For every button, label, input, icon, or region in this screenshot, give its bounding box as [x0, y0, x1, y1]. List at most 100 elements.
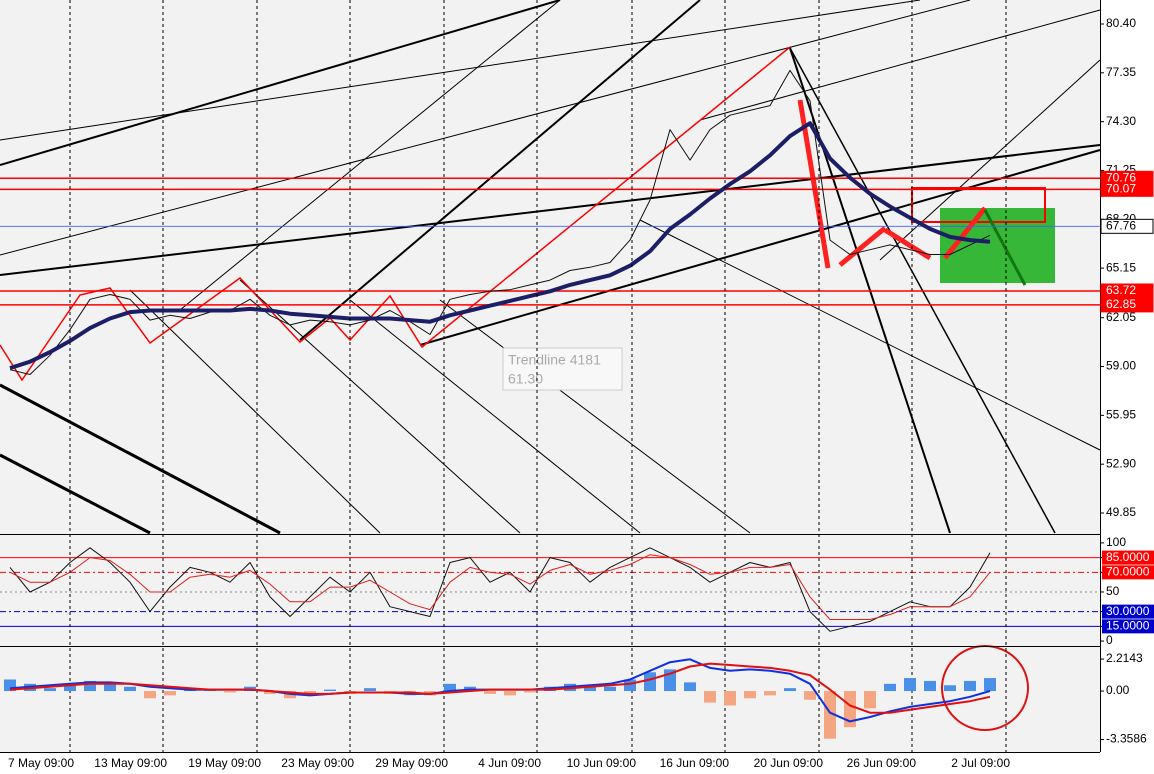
histogram-bar [944, 685, 956, 692]
x-tick-label: 23 May 09:00 [281, 756, 354, 770]
series-line [9, 662, 991, 714]
y-tick-label: 52.90 [1106, 456, 1136, 470]
trendline [349, 299, 641, 534]
x-tick-label: 4 Jun 09:00 [478, 756, 541, 770]
arrow [883, 227, 932, 261]
histogram-bar [644, 672, 656, 692]
y-tick-label: 62.05 [1106, 310, 1136, 324]
histogram-bar [824, 691, 836, 739]
green-box [940, 208, 1055, 283]
histogram-bar [584, 685, 596, 692]
tooltip-value: 61.30 [508, 371, 543, 387]
level-label-box [1102, 550, 1154, 565]
tooltip-title: Trendline 4181 [508, 352, 601, 368]
trendline [129, 289, 381, 534]
histogram-bar [64, 685, 76, 692]
y-tick-label: 70.0000 [1106, 565, 1150, 579]
histogram-bar [504, 691, 516, 696]
trendline [439, 299, 751, 534]
trendline [0, 453, 151, 535]
level-label-box [1100, 181, 1154, 197]
series-line [9, 121, 991, 371]
axis-background [1100, 0, 1154, 774]
level-label: 63.72 [1106, 283, 1136, 297]
trendline [239, 279, 521, 534]
level-label: 62.85 [1106, 297, 1136, 311]
histogram-bar [844, 691, 856, 728]
histogram-bar [704, 691, 716, 703]
trendline [0, 383, 281, 535]
y-tick-label: 59.00 [1106, 359, 1136, 373]
x-tick-label: 16 Jun 09:00 [660, 756, 730, 770]
histogram-bar [84, 680, 96, 692]
y-tick-label: 2.2143 [1106, 651, 1143, 665]
x-tick-label: 29 May 09:00 [375, 756, 448, 770]
level-label-box [1100, 218, 1154, 234]
histogram-bar [684, 682, 696, 692]
arrow [838, 226, 887, 267]
histogram-bar [804, 691, 816, 700]
y-tick-label: 15.0000 [1106, 619, 1150, 633]
level-label: 67.76 [1106, 218, 1136, 232]
histogram-bar [44, 688, 56, 692]
histogram-bar [164, 691, 176, 696]
y-tick-label: 0 [1106, 633, 1113, 647]
histogram-bar [484, 691, 496, 694]
level-label: 70.76 [1106, 170, 1136, 184]
histogram-bar [884, 683, 896, 692]
y-tick-label: 0.00 [1106, 683, 1130, 697]
histogram-bar [124, 686, 136, 692]
trendline [419, 149, 1101, 346]
trendline [0, 0, 921, 141]
series-line [9, 547, 991, 632]
level-label-box [1102, 619, 1154, 634]
level-label: 70.07 [1106, 182, 1136, 196]
x-tick-label: 2 Jul 09:00 [951, 756, 1010, 770]
y-tick-label: 85.0000 [1106, 550, 1150, 564]
histogram-bar [784, 688, 796, 692]
histogram-bar [924, 680, 936, 692]
trendline [299, 0, 701, 341]
histogram-bar [604, 686, 616, 692]
histogram-bar [904, 678, 916, 692]
histogram-bar [324, 689, 336, 692]
histogram-bar [444, 683, 456, 692]
arrow [943, 206, 987, 260]
tooltip-box [502, 347, 623, 391]
histogram-bar [964, 680, 976, 692]
trendline [0, 144, 1101, 276]
histogram-bar [524, 691, 536, 693]
histogram-bar [724, 691, 736, 706]
y-tick-label: 65.15 [1106, 260, 1136, 274]
histogram-bar [144, 691, 156, 699]
trendline [699, 9, 1101, 121]
y-tick-label: 74.30 [1106, 114, 1136, 128]
histogram-bar [984, 678, 996, 692]
histogram-bar [864, 691, 876, 709]
series-line [9, 554, 991, 620]
y-tick-label: 100 [1106, 535, 1126, 549]
trendline [0, 0, 561, 166]
histogram-bar [764, 691, 776, 696]
level-label-box [1102, 565, 1154, 580]
histogram-bar [744, 691, 756, 699]
histogram-bar [104, 682, 116, 692]
y-tick-label: 55.95 [1106, 408, 1136, 422]
x-tick-label: 19 May 09:00 [188, 756, 261, 770]
y-tick-label: 49.85 [1106, 505, 1136, 519]
histogram-bar [264, 691, 276, 694]
trendline [639, 219, 1101, 451]
histogram-bar [224, 691, 236, 693]
arrow [983, 209, 1027, 286]
tooltip: Trendline 4181 61.30 [502, 347, 623, 391]
trendline [0, 0, 971, 256]
trendline [179, 0, 561, 311]
series-line [9, 69, 991, 375]
histogram-bar [4, 679, 16, 692]
y-tick-label: -3.3586 [1106, 732, 1147, 746]
x-tick-label: 13 May 09:00 [94, 756, 167, 770]
y-tick-label: 30.0000 [1106, 604, 1150, 618]
y-tick-label: 77.35 [1106, 65, 1136, 79]
